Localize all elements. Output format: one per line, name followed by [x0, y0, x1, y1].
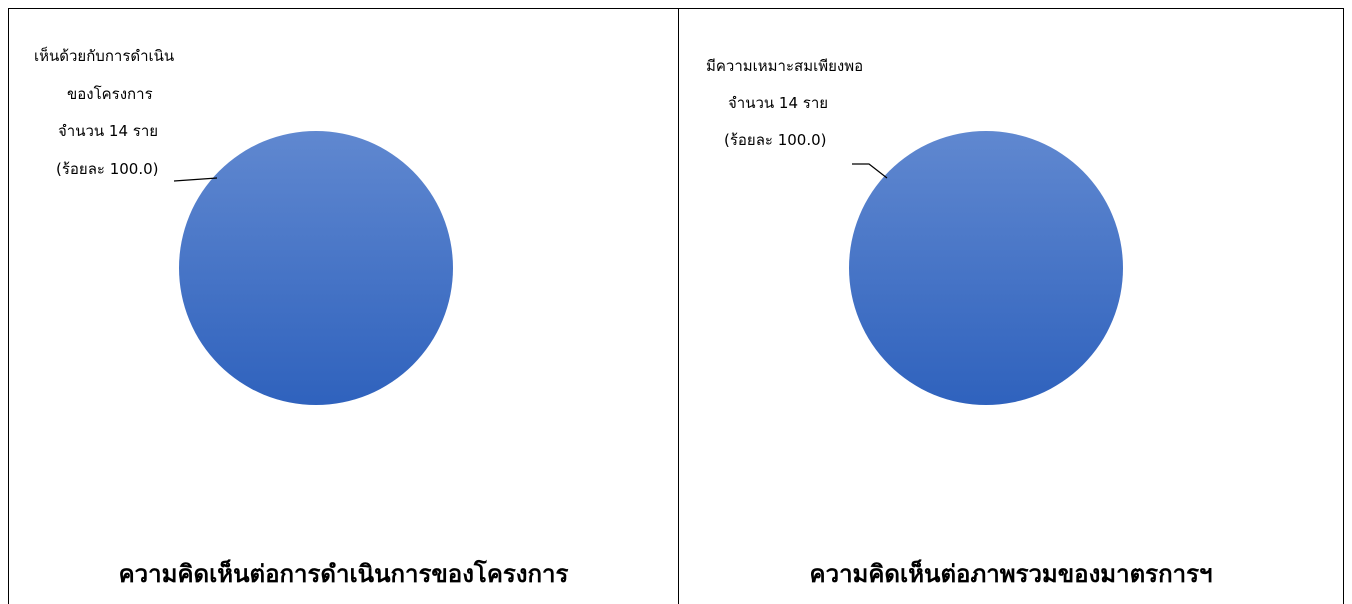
- data-label-line3: จำนวน 14 ราย: [58, 122, 159, 140]
- leader-line: [852, 163, 888, 179]
- data-label-line3: (ร้อยละ 100.0): [724, 131, 827, 149]
- pie-slice: [179, 131, 453, 405]
- pie-chart-overall: [849, 131, 1123, 405]
- leader-line: [173, 177, 218, 182]
- data-label-line2: จำนวน 14 ราย: [728, 94, 829, 112]
- data-label-line1: มีความเหมาะสมเพียงพอ: [706, 57, 864, 75]
- data-label-line1: เห็นด้วยกับการดำเนิน: [34, 47, 175, 65]
- table-frame: [8, 8, 1344, 604]
- chart-title: ความคิดเห็นต่อภาพรวมของมาตรการฯ: [809, 560, 1213, 588]
- chart-title: ความคิดเห็นต่อการดำเนินการของโครงการ: [118, 560, 569, 588]
- pie-chart-operation: [173, 131, 453, 405]
- data-label-line2: ของโครงการ: [67, 85, 153, 103]
- chart-panel-operation: เห็นด้วยกับการดำเนิน ของโครงการ จำนวน 14…: [9, 9, 678, 604]
- pie-slice: [849, 131, 1123, 405]
- column-divider: [678, 8, 679, 604]
- chart-panel-overall: มีความเหมาะสมเพียงพอ จำนวน 14 ราย (ร้อยล…: [679, 9, 1343, 604]
- data-label-line4: (ร้อยละ 100.0): [56, 160, 159, 178]
